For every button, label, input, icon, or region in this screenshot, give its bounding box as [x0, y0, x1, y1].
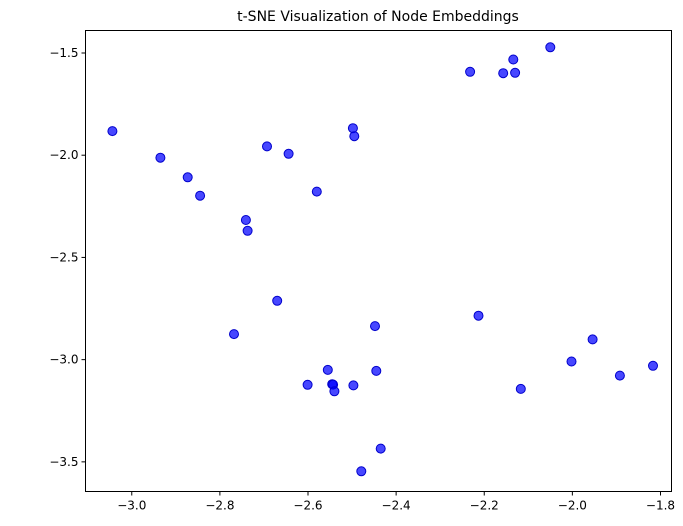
x-tick-label: −2.2	[470, 499, 499, 513]
x-tick-label: −2.8	[205, 499, 234, 513]
data-point-10	[349, 131, 360, 142]
data-point-24	[515, 383, 526, 394]
data-point-32	[375, 443, 386, 454]
data-point-16	[272, 295, 283, 306]
data-point-2	[182, 172, 193, 183]
data-point-14	[510, 67, 521, 78]
data-point-19	[370, 321, 380, 332]
y-tick-label: −2.0	[49, 148, 78, 162]
data-point-4	[240, 215, 251, 225]
data-point-6	[262, 141, 272, 152]
data-point-8	[311, 186, 322, 197]
x-tick-label: −3.0	[117, 499, 146, 513]
y-tick-label: −1.5	[49, 46, 78, 60]
data-point-11	[465, 66, 476, 77]
data-point-12	[498, 68, 509, 79]
data-point-15	[545, 42, 556, 53]
data-point-17	[229, 329, 239, 340]
data-point-22	[648, 360, 658, 371]
data-points	[107, 42, 658, 477]
y-axis-ticks: −1.5 −2.0 −2.5 −3.0 −3.5	[49, 46, 86, 469]
x-tick-label: −1.8	[646, 499, 675, 513]
data-point-23	[614, 370, 625, 381]
data-point-18	[473, 310, 484, 321]
data-point-21	[566, 356, 577, 367]
data-point-0	[107, 126, 118, 137]
chart-title: t-SNE Visualization of Node Embeddings	[237, 9, 519, 25]
y-tick-label: −3.5	[49, 455, 78, 469]
y-tick-label: −2.5	[49, 250, 78, 264]
data-point-9	[347, 123, 358, 134]
data-point-5	[242, 225, 253, 236]
data-point-20	[587, 334, 598, 345]
data-point-1	[155, 152, 166, 163]
data-point-27	[302, 379, 313, 390]
data-point-3	[195, 190, 206, 201]
x-tick-label: −2.4	[382, 499, 411, 513]
data-point-13	[508, 54, 519, 65]
data-point-31	[329, 386, 340, 397]
data-point-33	[356, 466, 367, 477]
x-tick-label: −2.6	[293, 499, 322, 513]
y-tick-label: −3.0	[49, 353, 78, 367]
data-point-26	[371, 365, 382, 376]
plot-frame	[85, 30, 672, 492]
data-point-7	[283, 148, 294, 159]
x-tick-label: −2.0	[558, 499, 587, 513]
data-point-25	[322, 364, 333, 375]
data-point-30	[348, 380, 359, 391]
x-axis-ticks: −3.0 −2.8 −2.6 −2.4 −2.2 −2.0 −1.8	[117, 491, 675, 513]
